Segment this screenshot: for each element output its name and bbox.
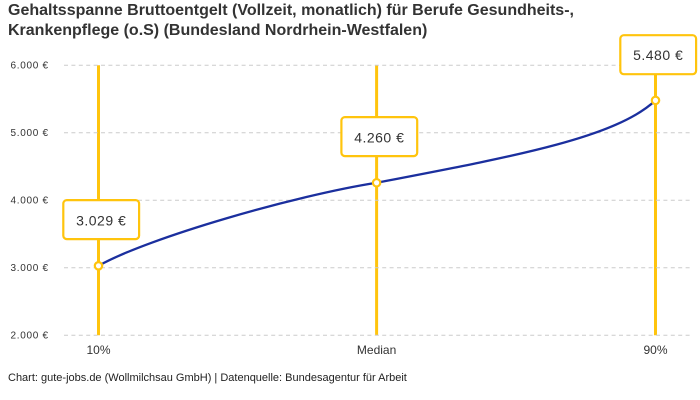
svg-text:5.000 €: 5.000 €	[11, 128, 49, 139]
svg-text:4.260 €: 4.260 €	[354, 129, 404, 145]
svg-text:4.000 €: 4.000 €	[11, 195, 49, 206]
svg-text:3.000 €: 3.000 €	[11, 263, 49, 274]
svg-text:5.480 €: 5.480 €	[633, 47, 683, 63]
svg-text:Median: Median	[357, 343, 396, 357]
svg-text:90%: 90%	[643, 343, 667, 357]
svg-text:Gehaltsspanne Bruttoentgelt (V: Gehaltsspanne Bruttoentgelt (Vollzeit, m…	[8, 2, 574, 19]
svg-text:3.029 €: 3.029 €	[76, 212, 126, 228]
svg-text:Chart: gute-jobs.de (Wollmilch: Chart: gute-jobs.de (Wollmilchsau GmbH) …	[8, 372, 407, 384]
svg-text:Krankenpflege (o.S) (Bundeslan: Krankenpflege (o.S) (Bundesland Nordrhei…	[8, 22, 427, 39]
svg-text:6.000 €: 6.000 €	[11, 60, 49, 71]
svg-text:10%: 10%	[86, 343, 110, 357]
svg-text:2.000 €: 2.000 €	[11, 330, 49, 341]
